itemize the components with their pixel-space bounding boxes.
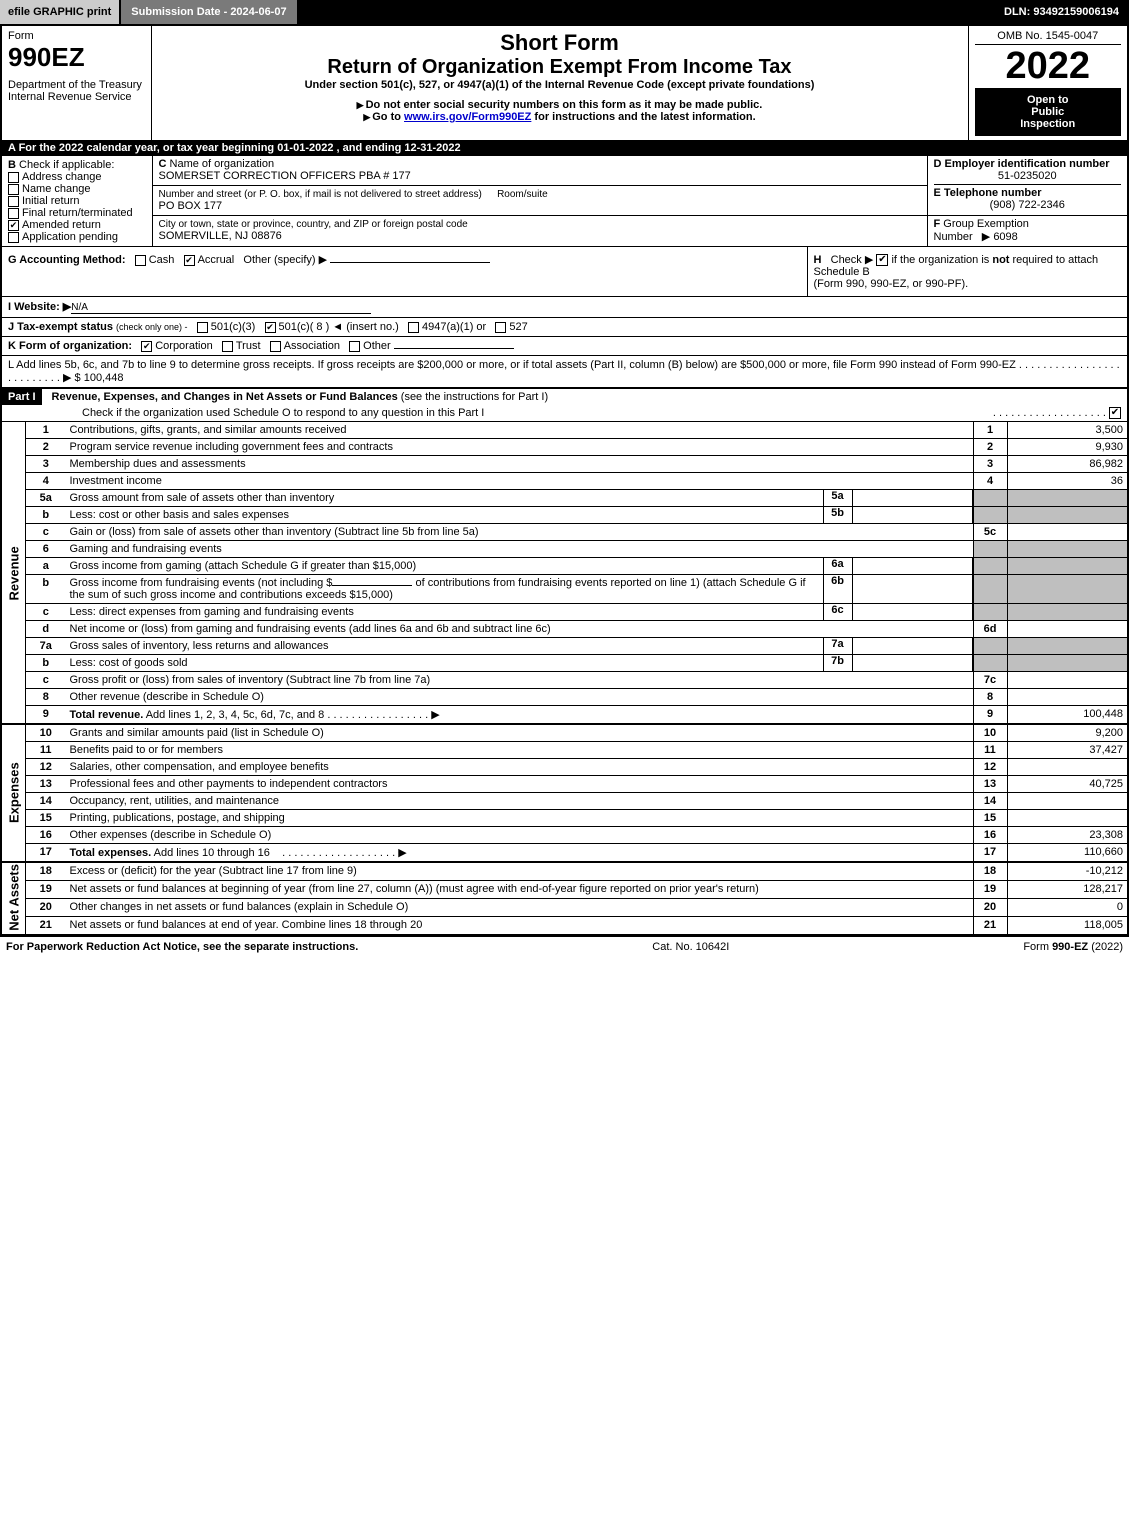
- omb-number: OMB No. 1545-0047: [975, 30, 1122, 45]
- part-i-check-text: Check if the organization used Schedule …: [82, 407, 484, 419]
- header-mid: Short Form Return of Organization Exempt…: [151, 25, 968, 140]
- arrow-icon: [363, 111, 372, 123]
- cash-checkbox[interactable]: [135, 255, 146, 266]
- dept-label: Department of the Treasury: [8, 79, 145, 91]
- efile-print-button[interactable]: efile GRAPHIC print: [0, 0, 121, 24]
- section-b: B Check if applicable: Address change Na…: [2, 156, 152, 246]
- section-d-e: D Employer identification number 51-0235…: [927, 156, 1127, 215]
- form-table: Form 990EZ Department of the Treasury In…: [0, 24, 1129, 936]
- submission-date: Submission Date - 2024-06-07: [121, 0, 298, 24]
- j-501c-checkbox[interactable]: [265, 322, 276, 333]
- schedule-o-checkbox[interactable]: [1109, 407, 1121, 419]
- expenses-section-label: Expenses: [2, 724, 26, 862]
- k-assoc-checkbox[interactable]: [270, 341, 281, 352]
- k-other-checkbox[interactable]: [349, 341, 360, 352]
- header-left: Form 990EZ Department of the Treasury In…: [1, 25, 151, 140]
- section-h: H Check ▶ if the organization is not req…: [807, 247, 1127, 296]
- section-c-city: City or town, state or province, country…: [152, 215, 927, 246]
- main-title: Return of Organization Exempt From Incom…: [158, 56, 962, 79]
- k-trust-checkbox[interactable]: [222, 341, 233, 352]
- form-number: 990EZ: [8, 42, 145, 73]
- form-ref: Form 990-EZ (2022): [1023, 941, 1123, 953]
- arrow-icon: [357, 99, 366, 111]
- initial-return-checkbox[interactable]: [8, 196, 19, 207]
- row-a: A For the 2022 calendar year, or tax yea…: [1, 140, 1128, 156]
- application-pending-checkbox[interactable]: [8, 232, 19, 243]
- irs-link[interactable]: www.irs.gov/Form990EZ: [404, 111, 531, 123]
- under-section: Under section 501(c), 527, or 4947(a)(1)…: [158, 79, 962, 91]
- revenue-section-label: Revenue: [2, 422, 26, 725]
- tax-year: 2022: [975, 45, 1122, 88]
- inspection-box: Open toPublicInspection: [975, 88, 1122, 136]
- j-501c3-checkbox[interactable]: [197, 322, 208, 333]
- lines-table: Revenue 1Contributions, gifts, grants, a…: [2, 421, 1127, 934]
- section-f: F Group ExemptionNumber ▶ 6098: [927, 215, 1127, 246]
- j-4947-checkbox[interactable]: [408, 322, 419, 333]
- accrual-checkbox[interactable]: [184, 255, 195, 266]
- top-bar: efile GRAPHIC print Submission Date - 20…: [0, 0, 1129, 24]
- section-k: K Form of organization: Corporation Trus…: [1, 337, 1128, 356]
- section-c-name: C Name of organization SOMERSET CORRECTI…: [152, 156, 927, 185]
- short-form-title: Short Form: [158, 30, 962, 56]
- header-right: OMB No. 1545-0047 2022 Open toPublicInsp…: [968, 25, 1128, 140]
- amended-return-checkbox[interactable]: [8, 220, 19, 231]
- section-c-street: Number and street (or P. O. box, if mail…: [152, 185, 927, 215]
- irs-label: Internal Revenue Service: [8, 91, 145, 103]
- section-i: I Website: ▶N/A: [1, 297, 1128, 318]
- part-i-label: Part I: [2, 389, 42, 405]
- name-change-checkbox[interactable]: [8, 184, 19, 195]
- k-corp-checkbox[interactable]: [141, 341, 152, 352]
- dln-label: DLN: 93492159006194: [994, 0, 1129, 24]
- paperwork-notice: For Paperwork Reduction Act Notice, see …: [6, 941, 358, 953]
- form-word: Form: [8, 30, 145, 42]
- addr-change-checkbox[interactable]: [8, 172, 19, 183]
- final-return-checkbox[interactable]: [8, 208, 19, 219]
- section-j: J Tax-exempt status (check only one) - 5…: [1, 318, 1128, 337]
- footer: For Paperwork Reduction Act Notice, see …: [0, 936, 1129, 957]
- goto-tail: for instructions and the latest informat…: [531, 111, 755, 123]
- section-g: G Accounting Method: Cash Accrual Other …: [2, 247, 807, 296]
- section-l: L Add lines 5b, 6c, and 7b to line 9 to …: [1, 356, 1128, 389]
- schedule-b-checkbox[interactable]: [876, 254, 888, 266]
- goto-prefix: Go to: [372, 111, 404, 123]
- ssn-note: Do not enter social security numbers on …: [366, 99, 763, 111]
- cat-no: Cat. No. 10642I: [652, 941, 729, 953]
- netassets-section-label: Net Assets: [2, 862, 26, 934]
- j-527-checkbox[interactable]: [495, 322, 506, 333]
